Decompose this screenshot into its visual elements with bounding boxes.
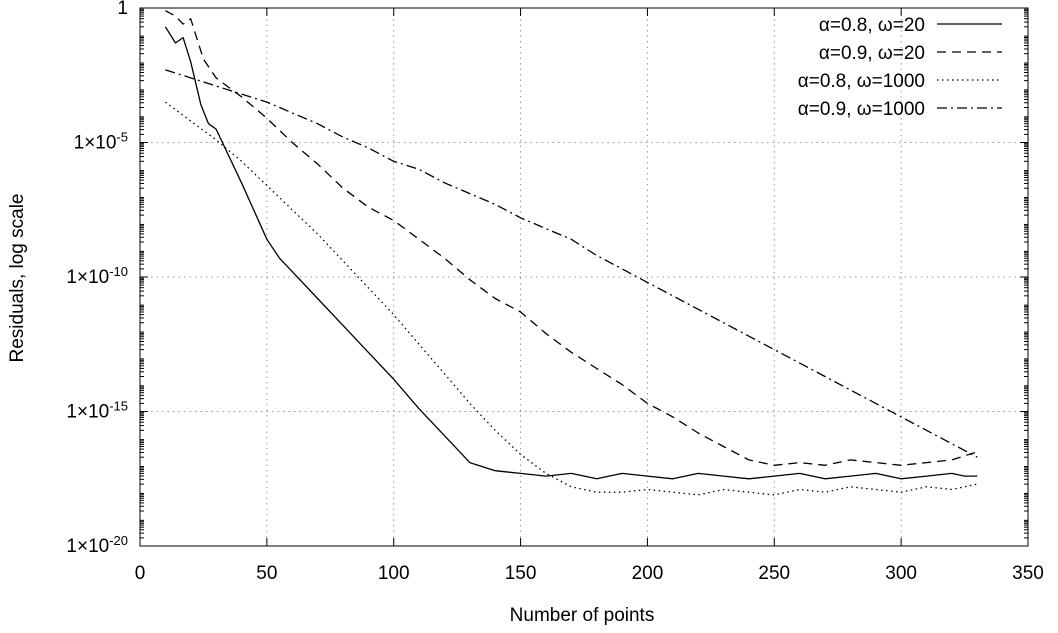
x-tick-label: 250 [758,563,790,584]
legend-label-3: α=0.8, ω=1000 [798,71,925,92]
data-series [164,10,978,496]
x-tick-label: 150 [505,563,537,584]
y-tick-label: 1×10-5 [74,129,128,154]
legend-label-4: α=0.9, ω=1000 [798,99,925,120]
plot-border [139,7,1029,547]
axis-ticks: 0 50 100 150 200 250 300 350 1 1×10-5 1×10-10 1×10-… [66,0,1043,584]
legend-label-1: α=0.8, ω=20 [819,15,925,36]
x-tick-label: 0 [135,563,146,584]
series-line-1 [164,26,978,480]
legend-label-2: α=0.9, ω=20 [819,43,925,64]
y-tick-label: 1×10-20 [66,533,128,558]
x-axis-title: Number of points [509,605,655,626]
x-tick-label: 300 [885,563,917,584]
y-tick-label: 1 [117,0,128,19]
x-tick-label: 350 [1012,563,1044,584]
series-line-3 [165,101,978,496]
x-tick-label: 100 [378,563,410,584]
series-line-2 [165,10,978,466]
series-line-4 [165,69,978,458]
legend: α=0.8, ω=20 α=0.9, ω=20 α=0.8, ω=1000 α=0.9… [798,15,1002,120]
x-tick-label: 50 [256,563,277,584]
x-tick-label: 200 [632,563,664,584]
y-tick-label: 1×10-15 [66,398,128,423]
y-axis-title: Residuals, log scale [7,193,28,363]
y-tick-label: 1×10-10 [66,264,128,289]
